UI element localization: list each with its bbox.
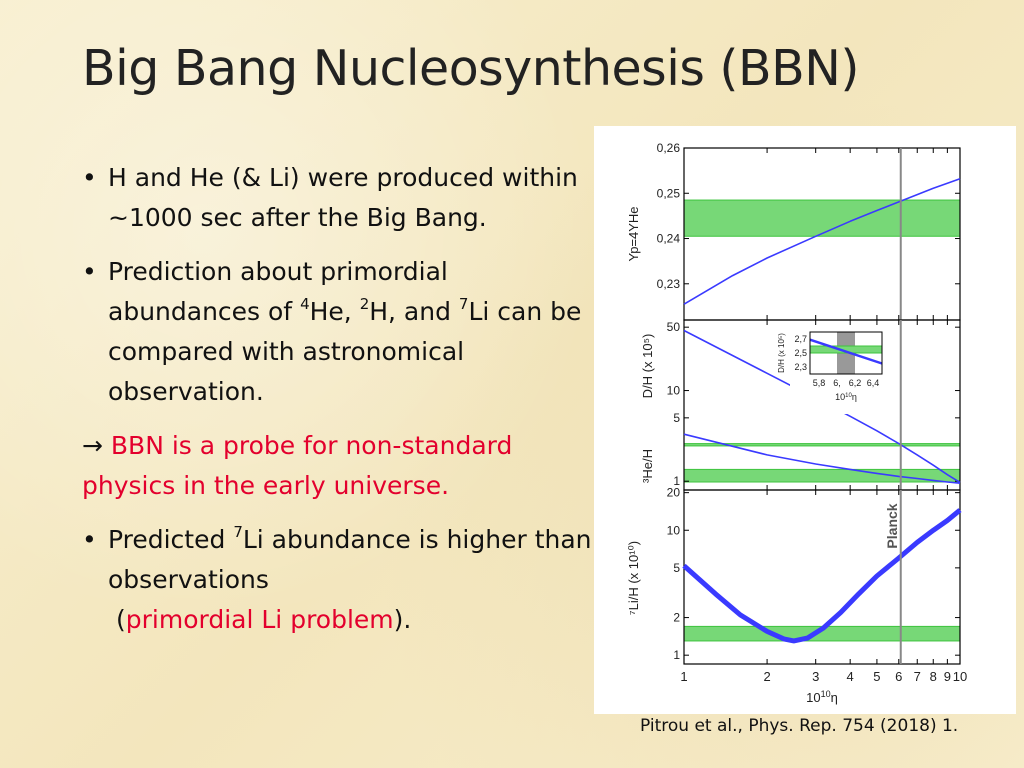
superscript: 7	[458, 294, 469, 313]
observation-band	[683, 199, 961, 237]
bullet-dot: •	[82, 525, 97, 554]
observation-band	[683, 468, 961, 483]
y-tick-label: 5	[673, 561, 680, 575]
bullet-list: • H and He (& Li) were produced within ~…	[82, 158, 602, 654]
curve-3He/H	[683, 433, 961, 484]
bullet-text-part: Li abundance is higher than observations	[108, 525, 592, 594]
highlight-text: BBN is a probe for non-standard physics …	[82, 431, 513, 500]
abundance-plot: 0,23 0,24 0,25 0,26 1 5 10 50 1 2 5 10 20 Yp=4YHe D/H …	[626, 141, 967, 705]
bullet-dot: •	[82, 257, 97, 286]
y-tick-label: 5	[673, 411, 680, 425]
y-axis-label-he3: ³He/H	[640, 449, 655, 483]
x-tick-label: 9	[944, 669, 951, 684]
inset-x-tick-label: 5,8	[813, 378, 826, 388]
bullet-text-part: He,	[309, 297, 360, 326]
inset-curve	[809, 338, 883, 365]
y-tick-label: 1	[673, 648, 680, 662]
paren-close: ).	[393, 605, 412, 634]
y-tick-label: 2	[673, 611, 680, 625]
bullet-text-part: Prediction about primordial abundances o…	[108, 257, 448, 326]
inset-x-tick-label: 6,	[833, 378, 841, 388]
x-tick-label: 6	[895, 669, 902, 684]
inset-y-tick-label: 2,7	[794, 334, 807, 344]
x-axis-label: 1010η	[806, 689, 838, 705]
inset-y-tick-label: 2,5	[794, 348, 807, 358]
bullet-text: H and He (& Li) were produced within ~10…	[108, 163, 578, 232]
arrow-glyph: →	[82, 431, 111, 460]
bullet-item-prediction: • Prediction about primordial abundances…	[82, 252, 602, 412]
curve-Yp	[683, 178, 961, 305]
y-tick-label: 20	[667, 486, 681, 500]
planck-label: Planck	[884, 503, 900, 548]
y-tick-label: 10	[667, 523, 681, 537]
bullet-dot: •	[82, 163, 97, 192]
inset-plot: 2,3 2,5 2,7 5,8 6, 6,2 6,4 D/H (x 10⁵) 1010η	[777, 328, 890, 414]
bullet-text-part: Li can be compared with astronomical obs…	[108, 297, 582, 406]
inset-x-tick-label: 6,4	[867, 378, 880, 388]
panel-li: 1 2 5 10 20	[667, 486, 962, 665]
y-tick-label: 0,26	[657, 141, 681, 155]
bullet-text-part: Predicted	[108, 525, 234, 554]
highlight-text: primordial Li problem	[125, 605, 394, 634]
paren-open: (	[116, 605, 126, 634]
panel-yp: 0,23 0,24 0,25 0,26	[657, 141, 961, 321]
curve-Li7	[682, 508, 962, 644]
panel-dh: 1 5 10 50	[667, 319, 961, 491]
slide-title: Big Bang Nucleosynthesis (BBN)	[82, 40, 860, 97]
y-axis-label-dh: D/H (x 10⁵)	[640, 334, 655, 399]
superscript: 4	[300, 294, 310, 313]
superscript: 7	[233, 522, 243, 541]
arrow-paragraph: → BBN is a probe for non-standard physic…	[82, 426, 602, 506]
citation: Pitrou et al., Phys. Rep. 754 (2018) 1.	[640, 716, 959, 736]
y-tick-label: 50	[667, 320, 681, 334]
x-tick-label: 10	[953, 669, 967, 684]
inset-y-axis-label: D/H (x 10⁵)	[777, 333, 786, 373]
x-tick-label: 8	[930, 669, 937, 684]
inset-y-tick-label: 2,3	[794, 362, 807, 372]
inset-frame	[809, 331, 883, 375]
bbn-abundance-figure: 0,23 0,24 0,25 0,26 1 5 10 50 1 2 5 10 20 Yp=4YHe D/H …	[594, 126, 1016, 714]
x-tick-label: 7	[914, 669, 921, 684]
y-axis-label-li: ⁷Li/H (x 10¹⁰)	[626, 541, 641, 615]
inset-x-axis-label: 1010η	[835, 392, 857, 402]
y-tick-label: 1	[673, 474, 680, 488]
y-tick-label: 0,24	[657, 232, 681, 246]
panel-frame	[683, 489, 961, 665]
x-tick-label: 1	[680, 669, 687, 684]
y-tick-label: 0,25	[657, 186, 681, 200]
y-axis-label-yp: Yp=4YHe	[626, 206, 641, 261]
x-tick-label: 3	[812, 669, 819, 684]
inset-x-tick-label: 6,2	[849, 378, 862, 388]
x-tick-label: 5	[873, 669, 880, 684]
superscript: 2	[359, 294, 370, 313]
y-tick-label: 10	[667, 384, 681, 398]
bullet-item-production: • H and He (& Li) were produced within ~…	[82, 158, 602, 238]
x-tick-label: 2	[763, 669, 770, 684]
x-tick-label: 4	[847, 669, 854, 684]
bullet-text-part: H, and	[369, 297, 459, 326]
y-tick-label: 0,23	[657, 277, 681, 291]
bullet-item-li-problem: • Predicted 7Li abundance is higher than…	[82, 520, 602, 640]
